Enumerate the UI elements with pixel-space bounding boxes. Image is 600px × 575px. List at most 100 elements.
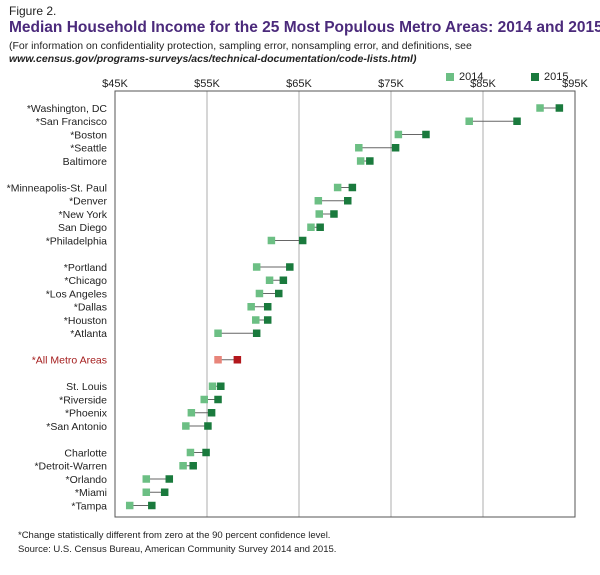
metro-label: *San Antonio — [46, 421, 107, 433]
point-2015 — [555, 104, 564, 112]
point-2014 — [255, 289, 264, 298]
point-2015 — [214, 395, 222, 404]
chart-title: Median Household Income for the 25 Most … — [9, 19, 600, 36]
metro-label: *Phoenix — [65, 408, 108, 420]
point-2014 — [200, 395, 208, 404]
legend-item-2014: 2014 — [446, 71, 483, 83]
x-tick-label: $65K — [286, 78, 312, 90]
x-tick-label: $55K — [194, 78, 220, 90]
point-2014 — [265, 276, 274, 284]
point-2014 — [307, 223, 315, 231]
point-2015 — [344, 197, 352, 205]
legend-swatch-2014 — [446, 73, 454, 81]
point-2014 — [214, 329, 222, 337]
metro-label: *Chicago — [64, 275, 107, 287]
point-2015 — [189, 462, 197, 470]
point-2015 — [286, 263, 294, 271]
subtitle-url: www.census.gov/programs-surveys/acs/tech… — [9, 53, 417, 65]
metro-label: *Orlando — [66, 474, 108, 486]
metro-label: *Detroit-Warren — [34, 461, 107, 473]
point-2014 — [125, 501, 134, 510]
point-2015 — [263, 316, 272, 324]
metro-label: *Miami — [75, 487, 107, 499]
point-2014 — [214, 356, 222, 364]
point-2014 — [187, 409, 196, 417]
legend-swatch-2015 — [531, 73, 539, 81]
point-2015 — [513, 117, 521, 125]
point-2015 — [202, 448, 210, 457]
metro-label: *Philadelphia — [46, 235, 107, 247]
x-tick-label: $85K — [470, 78, 496, 90]
point-2014 — [208, 382, 217, 390]
metro-label: St. Louis — [66, 381, 107, 393]
chart-subtitle: (For information on confidentiality prot… — [9, 40, 472, 66]
point-2015 — [252, 329, 261, 337]
metro-label: *Los Angeles — [46, 288, 107, 300]
metro-label: San Diego — [58, 222, 107, 234]
point-2014 — [314, 197, 323, 205]
point-2015 — [391, 144, 400, 152]
point-2015 — [348, 183, 357, 192]
point-2015 — [165, 475, 174, 483]
metro-label: *All Metro Areas — [32, 355, 107, 367]
point-2015 — [275, 289, 283, 298]
metro-label: *Seattle — [70, 143, 107, 155]
footnotes: *Change statistically different from zer… — [18, 529, 336, 557]
metro-label: *San Francisco — [36, 116, 107, 128]
point-2015 — [207, 409, 216, 417]
point-2014 — [179, 462, 187, 470]
point-2014 — [182, 422, 190, 430]
footnote-source: Source: U.S. Census Bureau, American Com… — [18, 544, 337, 555]
figure-label: Figure 2. — [9, 4, 57, 18]
metro-label: *Washington, DC — [27, 103, 108, 115]
point-2014 — [142, 488, 151, 496]
legend-label-2014: 2014 — [459, 71, 484, 83]
point-2014 — [394, 130, 403, 139]
point-2014 — [356, 157, 365, 165]
point-2014 — [267, 236, 276, 245]
plot-frame — [114, 90, 576, 518]
footnote-significance: *Change statistically different from zer… — [18, 530, 331, 541]
point-2015 — [316, 223, 324, 231]
point-2014 — [465, 117, 473, 125]
point-2015 — [148, 501, 156, 510]
legend-item-2015: 2015 — [531, 71, 568, 83]
point-2014 — [315, 210, 323, 218]
metro-label: *New York — [59, 209, 108, 221]
x-tick-label: $75K — [378, 78, 404, 90]
metro-label: Baltimore — [63, 156, 108, 168]
point-2014 — [186, 448, 195, 457]
metro-label: *Minneapolis-St. Paul — [7, 182, 107, 194]
metro-label: *Riverside — [59, 394, 107, 406]
point-2014 — [247, 303, 255, 311]
metro-label: *Houston — [64, 315, 107, 327]
x-tick-label: $95K — [562, 78, 588, 90]
legend: 2014 2015 — [0, 71, 600, 85]
point-2015 — [298, 236, 307, 245]
point-2014 — [355, 144, 363, 152]
point-2015 — [366, 157, 374, 165]
metro-label: *Boston — [70, 129, 107, 141]
metro-label: Charlotte — [64, 447, 107, 459]
point-2014 — [142, 475, 151, 483]
metro-label: *Dallas — [74, 302, 107, 314]
point-2015 — [204, 422, 212, 430]
point-2014 — [252, 263, 261, 271]
subtitle-line-1: (For information on confidentiality prot… — [9, 40, 472, 52]
point-2015 — [233, 356, 242, 364]
point-2014 — [536, 104, 544, 112]
metro-label: *Tampa — [71, 500, 107, 512]
legend-label-2015: 2015 — [544, 71, 569, 83]
x-tick-label: $45K — [102, 78, 128, 90]
metro-label: *Portland — [64, 262, 107, 274]
point-2014 — [252, 316, 260, 324]
point-2015 — [279, 276, 288, 284]
point-2015 — [422, 130, 430, 139]
metro-label: *Atlanta — [70, 328, 107, 340]
point-2015 — [160, 488, 169, 496]
point-2015 — [263, 303, 272, 311]
point-2015 — [217, 382, 225, 390]
point-2015 — [330, 210, 338, 218]
point-2014 — [333, 183, 342, 192]
